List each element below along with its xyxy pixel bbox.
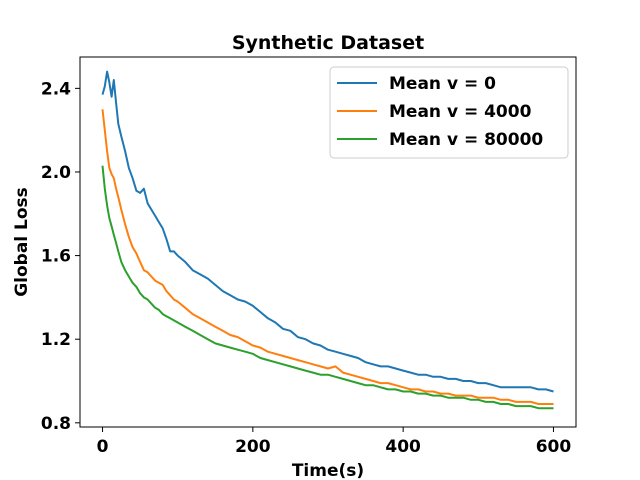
legend-label-1: Mean v = 4000 (389, 102, 532, 122)
axes-frame (79, 56, 577, 428)
plot-area (101, 70, 554, 410)
y-tick-label: 1.2 (41, 330, 71, 350)
y-tick-label: 1.6 (41, 247, 71, 267)
series-line-0 (101, 70, 554, 393)
x-axis-label: Time(s) (292, 461, 364, 480)
y-tick-label: 0.8 (41, 414, 71, 434)
x-tick-label: 600 (536, 437, 572, 457)
axis-ticks: 0 200 400 600 0.8 1.2 1.6 2.0 2.4 (41, 79, 571, 457)
x-tick-label: 0 (97, 437, 109, 457)
legend-label-2: Mean v = 80000 (389, 130, 543, 150)
y-tick-label: 2.0 (41, 163, 71, 183)
legend-box (329, 66, 569, 159)
legend-label-0: Mean v = 0 (389, 74, 496, 94)
x-tick-label: 400 (385, 437, 421, 457)
series-line-2 (101, 165, 554, 410)
y-tick-label: 2.4 (41, 79, 71, 99)
legend: Mean v = 0 Mean v = 4000 Mean v = 80000 (329, 66, 569, 159)
series-line-1 (101, 109, 554, 405)
x-tick-label: 200 (235, 437, 271, 457)
y-axis-label: Global Loss (12, 187, 32, 297)
chart-title: Synthetic Dataset (232, 32, 424, 54)
